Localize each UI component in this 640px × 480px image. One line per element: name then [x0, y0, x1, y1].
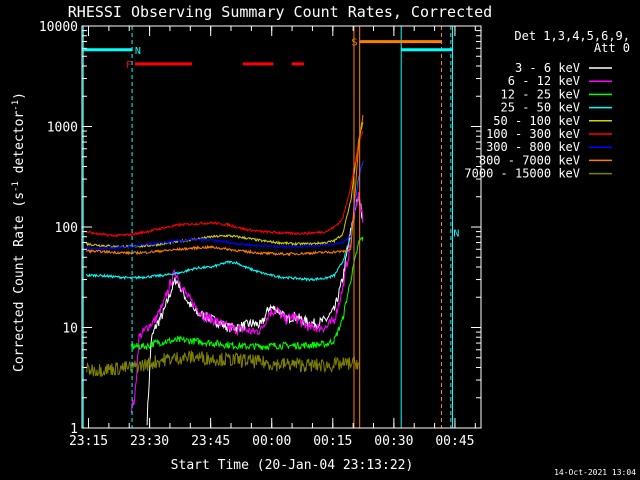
- y-tick-label: 100: [55, 221, 78, 236]
- x-tick-label: 00:00: [252, 434, 291, 449]
- flag-label-S: S: [352, 38, 358, 49]
- legend-label: 800 - 7000 keV: [479, 153, 580, 167]
- legend-label: 7000 - 15000 keV: [464, 167, 580, 181]
- y-tick-label: 10: [62, 322, 78, 337]
- axis-layer: 1 10 100 1000 10000 23:15 23:30 23:45 00:00 00:15…: [39, 20, 481, 449]
- flag-label-N: N: [135, 46, 141, 57]
- right-marker-label-0: N: [453, 229, 459, 240]
- x-tick-label: 23:45: [191, 434, 230, 449]
- legend-label: 12 - 25 keV: [501, 87, 580, 101]
- y-tick-label: 10000: [39, 20, 78, 35]
- legend-header-detectors: Det 1,3,4,5,6,9,: [514, 29, 630, 43]
- series-line-12-25kev: [130, 236, 364, 351]
- y-tick-label: 1000: [47, 121, 78, 136]
- series-line-100-300kev: [86, 130, 364, 238]
- y-axis-label-exp1: -1: [11, 181, 21, 192]
- x-tick-label: 00:30: [374, 434, 413, 449]
- plot-timestamp: 14-Oct-2021 13:04: [554, 468, 636, 477]
- legend-label: 300 - 800 keV: [486, 140, 580, 154]
- y-axis-label-close: ): [12, 92, 27, 100]
- legend-label: 25 - 50 keV: [501, 101, 580, 115]
- legend-label: 3 - 6 keV: [515, 61, 580, 75]
- chart-title: RHESSI Observing Summary Count Rates, Co…: [68, 3, 492, 21]
- legend-header-attenuator: Att 0: [594, 41, 630, 55]
- series-line-6-12kev: [130, 191, 364, 414]
- x-tick-label: 00:15: [313, 434, 352, 449]
- x-tick-label: 23:15: [69, 434, 108, 449]
- x-tick-label: 23:30: [130, 434, 169, 449]
- legend-label: 50 - 100 keV: [493, 114, 580, 128]
- y-tick-label: 1: [70, 422, 78, 437]
- y-axis-label: Corrected Count Rate (s-1 detector-1): [11, 92, 27, 372]
- x-tick-label: 00:45: [435, 434, 474, 449]
- x-axis-label: Start Time (20-Jan-04 23:13:22): [171, 458, 414, 473]
- y-axis-label-main: Corrected Count Rate (s: [12, 192, 27, 372]
- series-line-7000-15000kev: [85, 350, 360, 378]
- series-line-25-50kev: [85, 161, 364, 282]
- legend-label: 100 - 300 keV: [486, 127, 580, 141]
- legend-label: 6 - 12 keV: [508, 74, 580, 88]
- y-axis-label-exp2: -1: [11, 100, 21, 111]
- y-axis-label-mid: detector: [12, 111, 27, 182]
- flag-label-F: F: [126, 60, 132, 71]
